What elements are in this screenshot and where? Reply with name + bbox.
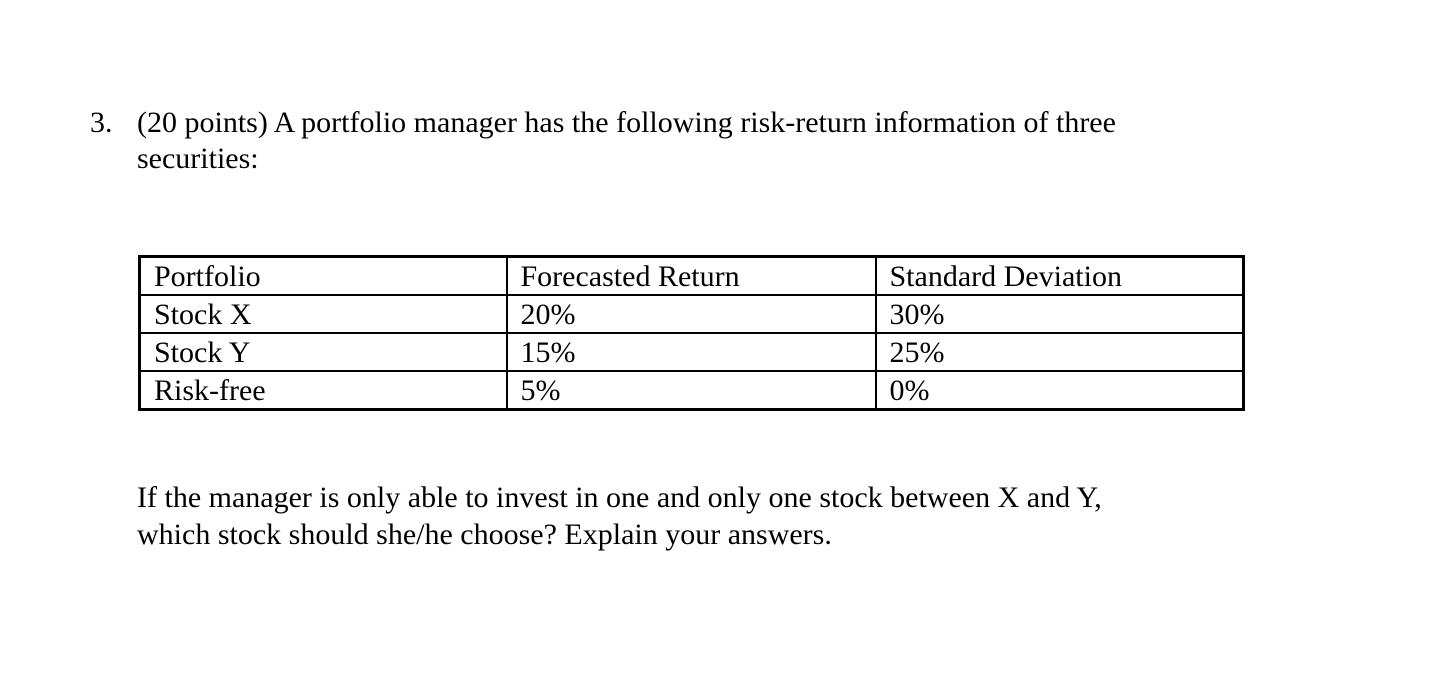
- portfolio-cell: Stock Y: [138, 332, 508, 372]
- forecasted-return-cell: 5%: [505, 370, 877, 411]
- followup-line-2: which stock should she/he choose? Explai…: [137, 518, 832, 551]
- securities-table: Portfolio Forecasted Return Standard Dev…: [138, 255, 1245, 411]
- table-header-row: Portfolio Forecasted Return Standard Dev…: [138, 255, 1245, 296]
- portfolio-cell: Risk-free: [138, 370, 508, 411]
- question-prompt: (20 points) A portfolio manager has the …: [137, 105, 1116, 177]
- standard-deviation-cell: 0%: [874, 370, 1245, 411]
- table-row-risk-free: Risk-free 5% 0%: [138, 370, 1245, 411]
- column-header-standard-deviation: Standard Deviation: [874, 255, 1245, 296]
- table-row-stock-x: Stock X 20% 30%: [138, 294, 1245, 334]
- portfolio-cell: Stock X: [138, 294, 508, 334]
- followup-question: If the manager is only able to invest in…: [137, 479, 1102, 553]
- standard-deviation-cell: 25%: [874, 332, 1245, 372]
- column-header-portfolio: Portfolio: [138, 255, 508, 296]
- forecasted-return-cell: 20%: [505, 294, 877, 334]
- table-row-stock-y: Stock Y 15% 25%: [138, 332, 1245, 372]
- question-number: 3.: [90, 106, 113, 139]
- forecasted-return-cell: 15%: [505, 332, 877, 372]
- standard-deviation-cell: 30%: [874, 294, 1245, 334]
- followup-line-1: If the manager is only able to invest in…: [137, 481, 1102, 514]
- column-header-forecasted-return: Forecasted Return: [505, 255, 877, 296]
- question-prompt-line-1: (20 points) A portfolio manager has the …: [137, 106, 1116, 139]
- question-prompt-line-2: securities:: [137, 142, 259, 175]
